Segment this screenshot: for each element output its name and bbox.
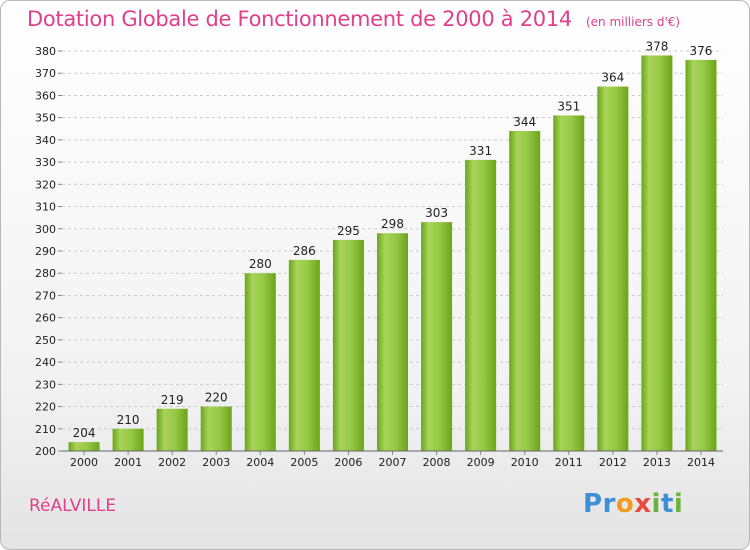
x-tick-label-2013: 2013: [643, 456, 671, 469]
bar-2005: [288, 259, 320, 451]
bar-2008: [421, 222, 453, 451]
y-tick-label: 250: [35, 334, 56, 347]
data-label-2007: 298: [381, 217, 404, 231]
data-label-2009: 331: [469, 144, 492, 158]
commune-name: RéALVILLE: [29, 496, 117, 516]
x-tick-label-2006: 2006: [334, 456, 362, 469]
bars: [68, 55, 717, 452]
data-labels: 204 210 219 220 280 286 295 298 303 331 344 351 364 3…: [73, 39, 713, 440]
y-tick-label: 210: [35, 423, 56, 436]
data-label-2006: 295: [337, 224, 360, 238]
x-tick-label-2011: 2011: [555, 456, 583, 469]
chart-subtitle: (en milliers d'€): [585, 15, 681, 29]
y-tick-label: 260: [35, 312, 56, 325]
data-label-2013: 378: [645, 39, 668, 53]
y-tick-label: 370: [35, 67, 56, 80]
x-tick-label-2010: 2010: [511, 456, 539, 469]
bar-2011: [553, 115, 585, 451]
bar-2000: [68, 442, 100, 451]
x-tick-label-2005: 2005: [290, 456, 318, 469]
data-label-2000: 204: [73, 426, 96, 440]
data-label-2014: 376: [690, 44, 713, 58]
x-tick-label-2001: 2001: [114, 456, 142, 469]
data-label-2012: 364: [601, 71, 624, 85]
y-tick-label: 320: [35, 178, 56, 191]
data-label-2004: 280: [249, 257, 272, 271]
x-tick-label-2003: 2003: [202, 456, 230, 469]
bar-2012: [597, 86, 629, 452]
y-tick-label: 350: [35, 112, 56, 125]
x-tick-label-2008: 2008: [423, 456, 451, 469]
y-tick-label: 380: [35, 45, 56, 58]
data-label-2003: 220: [205, 391, 228, 405]
x-tick-label-2012: 2012: [599, 456, 627, 469]
y-tick-label: 230: [35, 378, 56, 391]
y-tick-label: 300: [35, 223, 56, 236]
title-text: Dotation Globale de Fonctionnement de 20…: [27, 7, 572, 31]
y-tick-label: 200: [35, 445, 56, 458]
y-tick-label: 360: [35, 89, 56, 102]
bar-2007: [377, 233, 408, 451]
bar-2009: [465, 159, 497, 451]
data-label-2005: 286: [293, 244, 316, 258]
bar-2002: [156, 408, 188, 451]
x-tick-label-2014: 2014: [687, 456, 715, 469]
y-tick-label: 310: [35, 201, 56, 214]
bar-2010: [509, 131, 541, 451]
y-tick-label: 280: [35, 267, 56, 280]
y-tick-label: 270: [35, 289, 56, 302]
x-tick-label-2004: 2004: [246, 456, 274, 469]
y-axis-ticks: 200 210 220 230 240 250 260 270 280 290 300 310 320 3…: [35, 45, 62, 458]
proxiti-logo[interactable]: Proxiti: [583, 489, 684, 519]
data-label-2011: 351: [557, 99, 580, 113]
bar-2013: [641, 55, 673, 451]
y-tick-label: 290: [35, 245, 56, 258]
x-axis-ticks: 2000 2001 2002 2003 2004 2005 2006 2007 2008 2009…: [70, 451, 715, 469]
bar-2003: [200, 406, 232, 451]
data-label-2002: 219: [161, 393, 184, 407]
y-tick-label: 240: [35, 356, 56, 369]
bar-2004: [244, 273, 276, 451]
chart-title: Dotation Globale de Fonctionnement de 20…: [27, 7, 680, 31]
bar-2014: [685, 59, 717, 452]
x-tick-label-2007: 2007: [379, 456, 407, 469]
y-tick-label: 220: [35, 401, 56, 414]
y-tick-label: 340: [35, 134, 56, 147]
data-label-2008: 303: [425, 206, 448, 220]
bar-2006: [332, 239, 364, 451]
bar-2001: [112, 428, 144, 451]
x-tick-label-2000: 2000: [70, 456, 98, 469]
x-tick-label-2009: 2009: [467, 456, 495, 469]
y-tick-label: 330: [35, 156, 56, 169]
x-tick-label-2002: 2002: [158, 456, 186, 469]
data-label-2010: 344: [513, 115, 536, 129]
data-label-2001: 210: [117, 413, 140, 427]
